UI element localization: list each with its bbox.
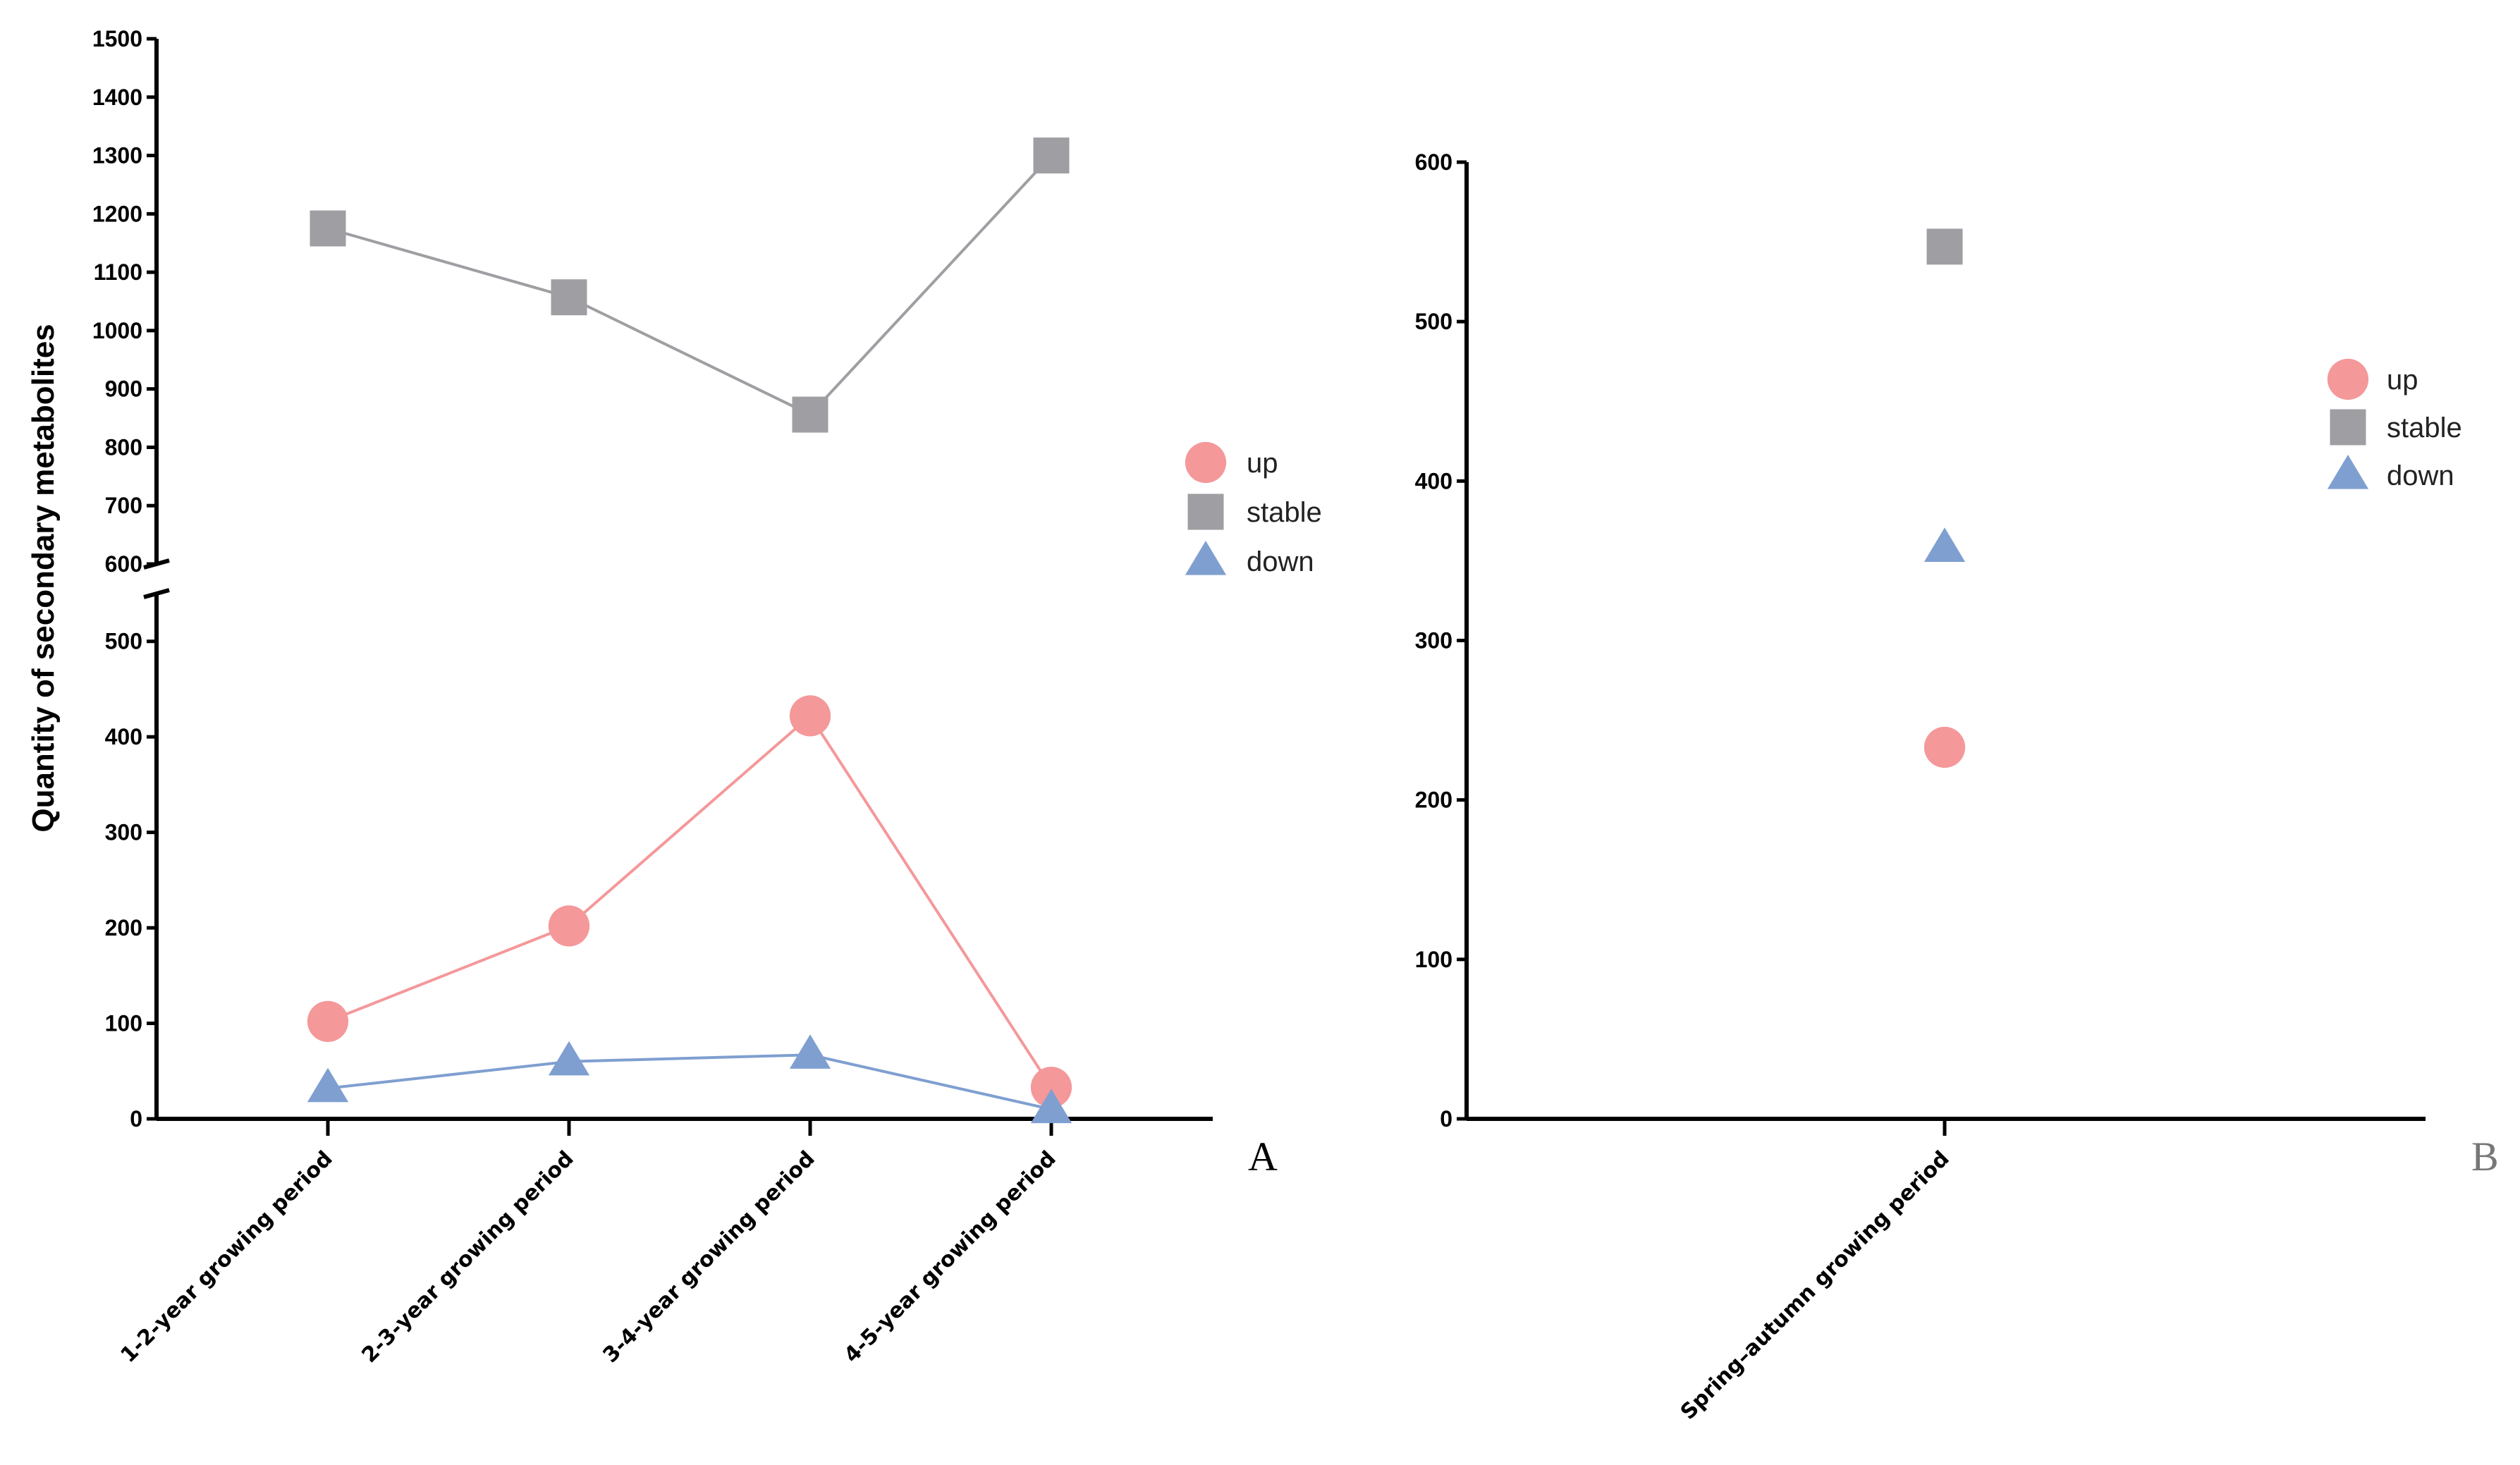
legend-label-up: up — [1247, 448, 1278, 479]
x-category-label: 3-4-year growing period — [599, 1146, 820, 1368]
upper-y-tick-label: 800 — [105, 434, 142, 460]
upper-y-tick-label: 600 — [105, 551, 142, 577]
point-stable — [792, 396, 828, 433]
legend-marker-up — [1185, 441, 1227, 484]
x-category-label: 2-3-year growing period — [357, 1146, 579, 1368]
y-axis-break-mark-bottom — [143, 588, 170, 599]
legend-label-stable: stable — [1247, 497, 1322, 528]
lower-y-tick-label: 400 — [105, 724, 142, 749]
y-tick-label-b: 500 — [1415, 309, 1452, 334]
point-up — [307, 1000, 349, 1042]
point-down — [307, 1067, 349, 1103]
point-b-up — [1923, 726, 1966, 768]
panel-label-b: B — [2471, 1134, 2499, 1179]
point-stable — [551, 279, 587, 316]
point-down — [789, 1034, 831, 1069]
y-tick-label-b: 100 — [1415, 947, 1452, 972]
upper-y-tick-label: 1300 — [92, 143, 142, 168]
lower-y-tick-label: 200 — [105, 915, 142, 940]
y-tick-label-b: 200 — [1415, 787, 1452, 813]
upper-y-tick-label: 700 — [105, 493, 142, 518]
point-down — [548, 1041, 590, 1076]
x-category-label-b: Spring–autumn growing period — [1676, 1146, 1955, 1425]
point-b-down — [1923, 527, 1966, 562]
upper-y-tick-label: 1100 — [94, 259, 142, 285]
legend-b-label-down: down — [2387, 460, 2454, 491]
upper-y-tick-label: 1200 — [92, 201, 142, 226]
x-category-label: 4-5-year growing period — [840, 1146, 1061, 1368]
upper-y-tick-label: 900 — [105, 376, 142, 402]
legend-b-marker-stable — [2330, 409, 2366, 446]
panel-b-plot: 0 100 200 300 400 500 600 Spring–autumn growing… — [1415, 149, 2462, 1425]
upper-y-tick-label: 1500 — [92, 26, 142, 51]
lower-y-tick-label: 100 — [105, 1011, 142, 1036]
legend-b-marker-up — [2327, 358, 2369, 400]
series-line-down — [327, 1053, 1052, 1111]
lower-y-tick-label: 0 — [130, 1106, 142, 1132]
y-tick-label-b: 0 — [1440, 1106, 1452, 1132]
upper-y-tick-label: 1400 — [92, 85, 142, 110]
lower-y-tick-label: 500 — [105, 629, 142, 654]
point-up — [1030, 1067, 1072, 1108]
legend-marker-down — [1185, 540, 1227, 575]
x-category-label: 1-2-year growing period — [116, 1146, 338, 1368]
legend-marker-stable — [1187, 494, 1224, 530]
panel-a-plot: 600 700 800 900 1000 1100 1200 1300 1400 1500 0 100… — [92, 26, 1322, 1368]
point-stable — [1033, 137, 1070, 174]
point-down — [1030, 1089, 1072, 1124]
series-line-up — [327, 713, 1053, 1089]
legend-b-label-stable: stable — [2387, 412, 2462, 443]
point-stable — [310, 210, 346, 247]
legend-label-down: down — [1247, 546, 1314, 577]
point-up — [548, 905, 590, 947]
legend-b-marker-down — [2327, 454, 2369, 489]
upper-y-tick-label: 1000 — [92, 318, 142, 343]
series-line-stable — [327, 154, 1053, 417]
panel-label-a: A — [1248, 1134, 1278, 1179]
y-tick-label-b: 400 — [1415, 468, 1452, 494]
point-up — [789, 695, 831, 737]
y-axis-title: Quantity of secondary metabolites — [26, 324, 61, 832]
y-tick-label-b: 300 — [1415, 628, 1452, 654]
y-tick-label-b: 600 — [1415, 149, 1452, 175]
point-b-stable — [1926, 228, 1963, 265]
lower-y-tick-label: 300 — [105, 820, 142, 845]
legend-b-label-up: up — [2387, 364, 2418, 396]
